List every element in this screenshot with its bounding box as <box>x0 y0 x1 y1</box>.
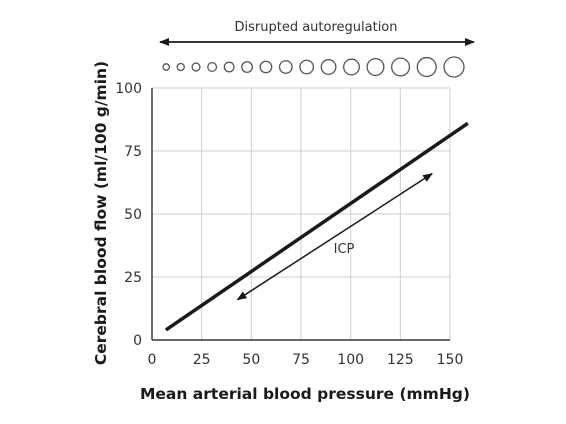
disrupted-autoregulation-label: Disrupted autoregulation <box>235 20 398 35</box>
y-tick-label: 75 <box>124 144 142 160</box>
vessel-circle <box>343 58 360 76</box>
vessel-circle <box>241 61 253 73</box>
x-tick-label: 50 <box>242 352 260 368</box>
x-tick-label: 0 <box>148 352 157 368</box>
x-axis-title: Mean arterial blood pressure (mmHg) <box>140 385 470 403</box>
x-tick-label: 125 <box>387 352 414 368</box>
series <box>164 121 469 332</box>
y-axis-title: Cerebral blood flow (ml/100 g/min) <box>92 61 110 365</box>
x-tick-label: 100 <box>337 352 364 368</box>
vessel-circle <box>223 61 235 73</box>
vessel-circle <box>259 60 273 74</box>
vessel-circle <box>278 60 293 74</box>
vessel-circle <box>162 63 171 71</box>
y-tick-label: 0 <box>133 333 142 349</box>
axes <box>151 88 450 341</box>
y-tick-label: 50 <box>124 207 142 223</box>
vessel-circle <box>391 57 411 77</box>
vessel-circle <box>320 59 337 75</box>
vessel-circle <box>366 57 385 77</box>
vessel-circle <box>191 62 201 72</box>
vessel-circle <box>207 61 218 73</box>
vessel-circle <box>176 62 185 72</box>
y-tick-label: 25 <box>124 270 142 286</box>
icp-arrow <box>236 173 433 301</box>
annotations <box>159 38 475 301</box>
vessel-circle <box>299 59 315 75</box>
x-tick-label: 75 <box>292 352 310 368</box>
y-tick-label: 100 <box>115 81 142 97</box>
tick-labels: 0 25 50 75 100 125 150 0 25 50 75 100 <box>115 81 463 368</box>
x-tick-label: 150 <box>437 352 464 368</box>
vessel-circle <box>443 56 465 78</box>
x-tick-label: 25 <box>193 352 211 368</box>
icp-label: ICP <box>334 242 355 257</box>
grid <box>152 87 451 340</box>
vessel-circle <box>416 56 437 78</box>
cbf-line <box>164 121 469 332</box>
